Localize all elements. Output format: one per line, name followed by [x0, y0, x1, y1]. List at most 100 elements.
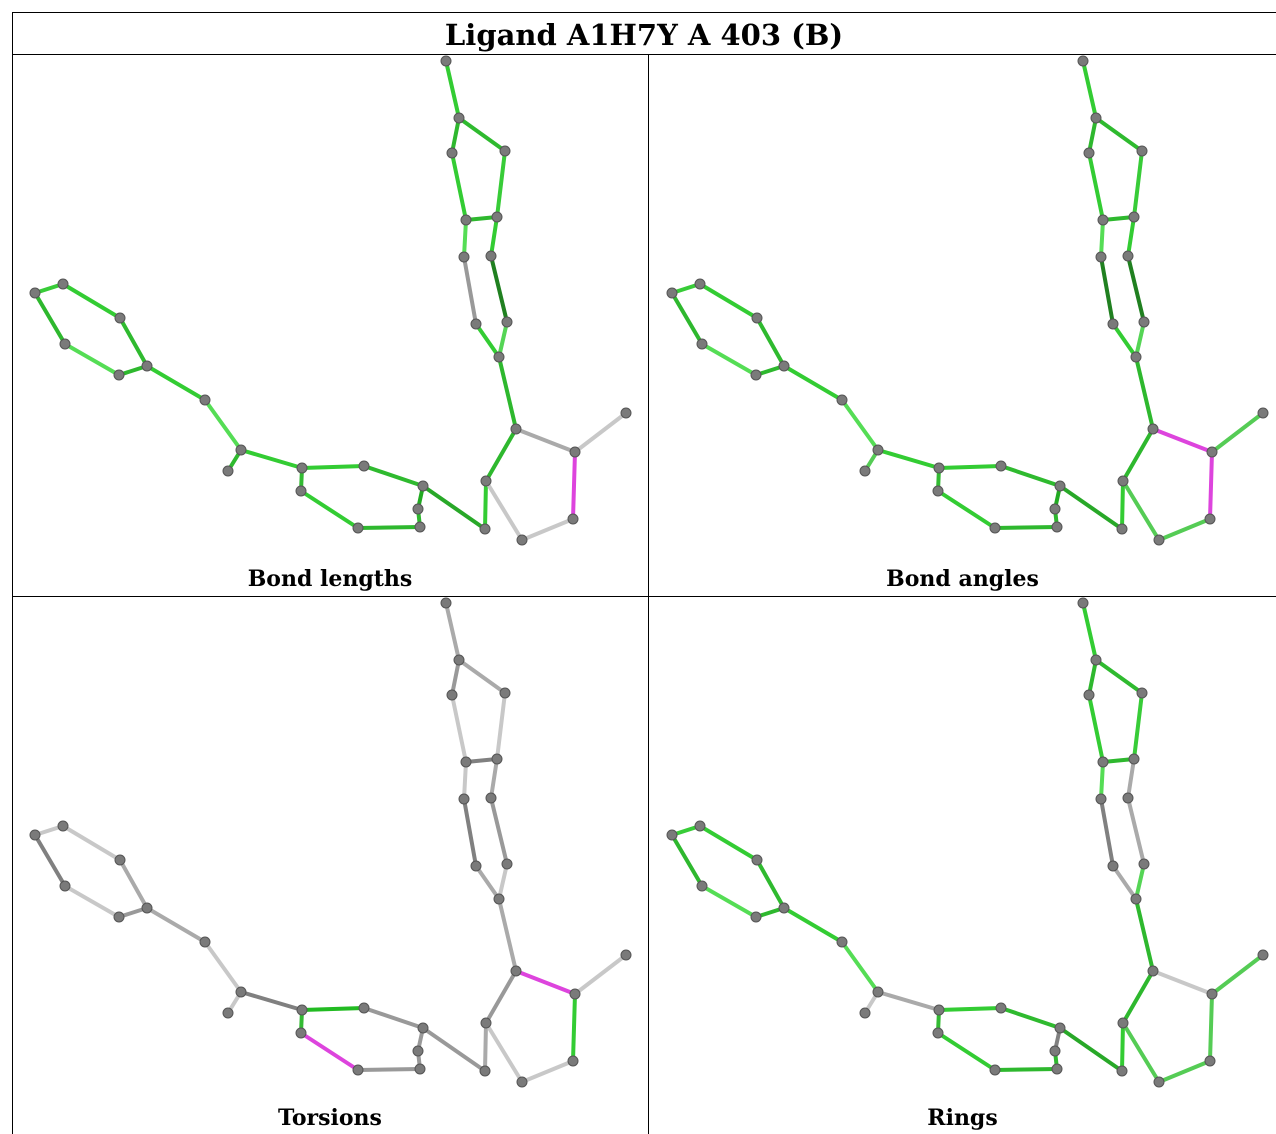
atom: [1130, 893, 1142, 905]
bond: [450, 693, 468, 764]
atom: [1051, 521, 1063, 533]
bond: [462, 797, 478, 868]
atom: [59, 880, 71, 892]
bond: [300, 1006, 366, 1012]
atom: [666, 287, 678, 299]
bond: [457, 658, 507, 695]
bond: [1210, 953, 1265, 996]
bond: [1111, 322, 1138, 359]
atom: [569, 988, 581, 1000]
panel-torsions: Torsions: [12, 597, 648, 1134]
ligand-title: Ligand A1H7Y A 403 (B): [444, 18, 844, 52]
atom: [1051, 1063, 1063, 1075]
atom: [932, 1027, 944, 1039]
caption-rings: Rings: [927, 1105, 998, 1131]
atom: [778, 360, 790, 372]
bond: [1157, 1059, 1212, 1084]
atom: [1077, 597, 1089, 609]
bond: [937, 464, 1003, 470]
atom: [414, 1063, 426, 1075]
atom: [1090, 654, 1102, 666]
atom: [1206, 988, 1218, 1000]
bond: [239, 448, 304, 470]
bond: [1058, 484, 1124, 531]
bond: [118, 316, 149, 368]
atom: [199, 936, 211, 948]
bond: [1121, 479, 1161, 542]
atom: [933, 1004, 945, 1016]
atom: [1107, 860, 1119, 872]
atom: [1147, 423, 1159, 435]
atom: [414, 521, 426, 533]
atom: [493, 351, 505, 363]
atom: [470, 860, 482, 872]
bond: [937, 1006, 1003, 1012]
atom: [485, 792, 497, 804]
bond: [421, 1026, 487, 1073]
atom: [57, 820, 69, 832]
bond: [300, 464, 366, 470]
atom: [141, 360, 153, 372]
atom: [1107, 318, 1119, 330]
atom: [199, 394, 211, 406]
atom: [1083, 147, 1095, 159]
atom: [1204, 1055, 1216, 1067]
bond: [497, 862, 509, 901]
atom: [59, 338, 71, 350]
atom: [417, 480, 429, 492]
atom: [440, 597, 452, 609]
panel-rings: Rings: [649, 597, 1276, 1134]
bond: [1087, 658, 1098, 697]
bond: [698, 824, 759, 862]
atom: [141, 902, 153, 914]
bond: [61, 824, 122, 862]
atom: [222, 465, 234, 477]
bond: [63, 342, 121, 377]
bond: [489, 757, 499, 800]
bond: [573, 411, 628, 454]
atom: [567, 1055, 579, 1067]
bond: [474, 322, 501, 359]
bond: [462, 760, 468, 801]
bond: [999, 1006, 1062, 1030]
bond: [1134, 862, 1146, 901]
atom: [501, 858, 513, 870]
atom: [1128, 211, 1140, 223]
bond: [484, 479, 524, 542]
atom: [1083, 689, 1095, 701]
atom: [1095, 793, 1107, 805]
atom: [1128, 753, 1140, 765]
caption-torsions: Torsions: [278, 1105, 382, 1131]
atom: [750, 911, 762, 923]
atom: [358, 1002, 370, 1014]
bond: [1099, 218, 1105, 259]
bond: [483, 1021, 488, 1073]
atom: [29, 287, 41, 299]
bond: [444, 59, 461, 120]
atom: [859, 465, 871, 477]
atom: [352, 522, 364, 534]
bond: [999, 464, 1062, 488]
bond: [1126, 757, 1136, 800]
atom: [235, 986, 247, 998]
atom: [417, 1022, 429, 1034]
bond: [936, 1031, 997, 1072]
atom: [1116, 523, 1128, 535]
bond: [497, 320, 509, 359]
bond: [1126, 796, 1146, 866]
title-row: Ligand A1H7Y A 403 (B): [12, 12, 1276, 55]
bond: [1081, 601, 1098, 662]
atom: [836, 936, 848, 948]
atom: [1204, 513, 1216, 525]
atom: [479, 1065, 491, 1077]
atom: [1090, 112, 1102, 124]
bond: [1151, 427, 1214, 454]
atom: [620, 949, 632, 961]
bond: [299, 489, 360, 530]
atom: [836, 394, 848, 406]
atom: [933, 462, 945, 474]
row-divider: [12, 596, 1276, 597]
atom: [479, 523, 491, 535]
atom: [358, 460, 370, 472]
bond: [61, 282, 122, 320]
